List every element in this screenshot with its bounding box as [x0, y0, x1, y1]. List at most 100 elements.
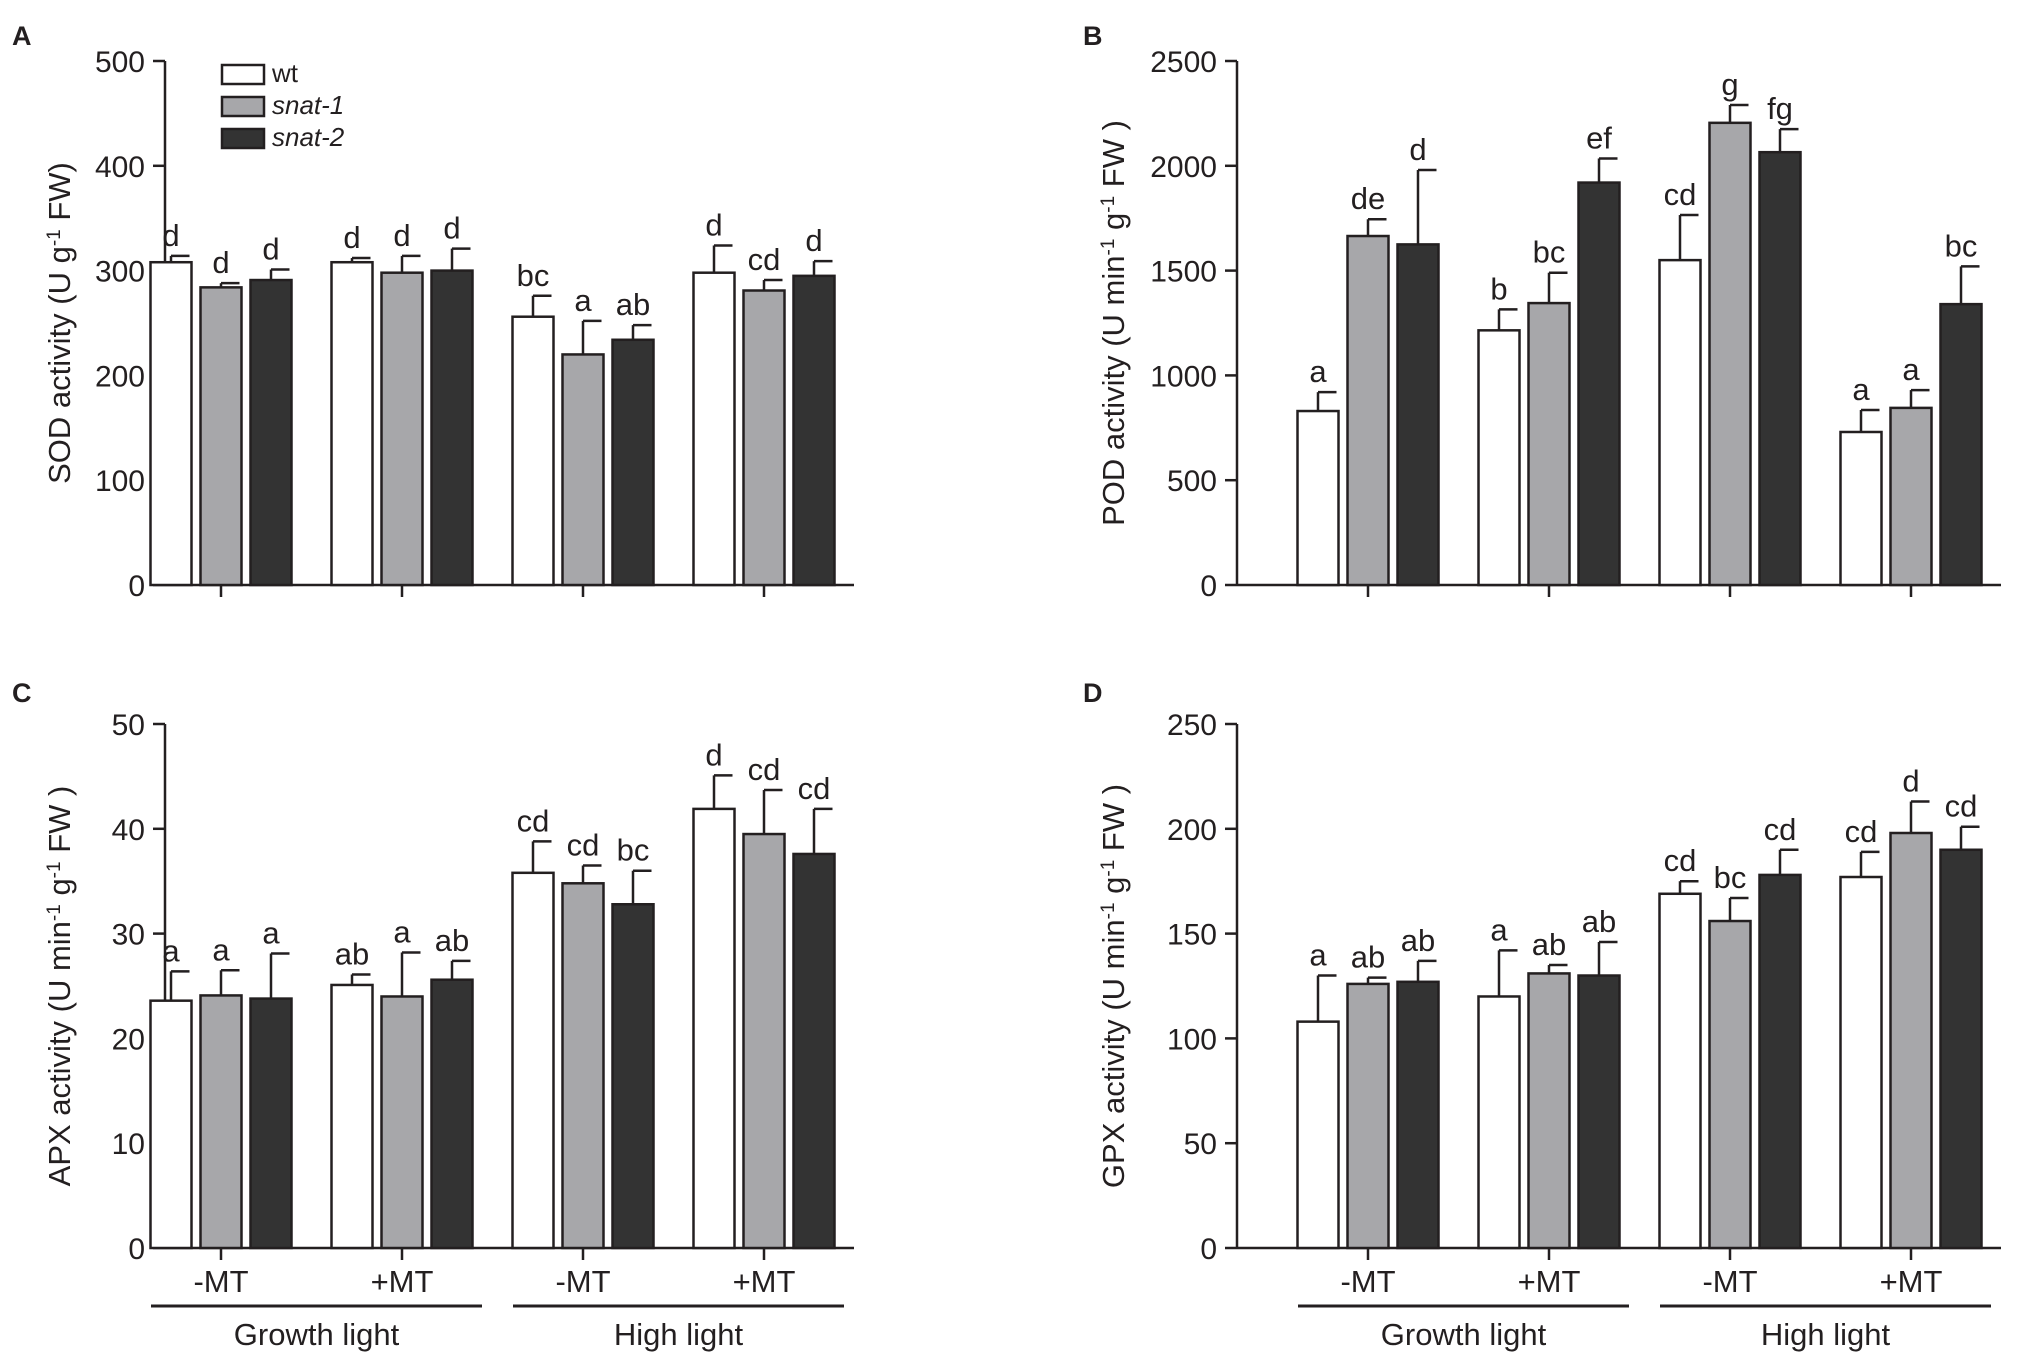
panel-c-significance-letter: d — [705, 737, 722, 772]
panel-c-significance-letter: ab — [435, 923, 469, 958]
panel-d-y-axis-title: GPX activity (U min-1 g-1 FW ) — [1096, 784, 1131, 1188]
panel-c-significance-letter: cd — [798, 771, 831, 806]
panel-d-bar-snat2-group-4 — [1939, 848, 1983, 1250]
panel-b-bar-snat2-group-3 — [1758, 150, 1802, 587]
panel-c-bar-snat2-group-4 — [792, 852, 836, 1250]
panel-d-bar-wt-group-4 — [1839, 875, 1883, 1250]
panel-c-treatment-label: -MT — [555, 1264, 610, 1299]
panel-d-bar-snat1-group-3 — [1708, 919, 1752, 1250]
panel-d-bar-wt-group-1 — [1296, 1020, 1340, 1250]
panel-a-y-tick-label: 400 — [95, 151, 145, 184]
panel-a-significance-letter: d — [443, 211, 460, 246]
panel-c-significance-letter: ab — [335, 936, 369, 971]
panel-d-bar-snat2-group-1 — [1396, 980, 1440, 1250]
panel-c-light-condition-label: Growth light — [234, 1317, 400, 1352]
panel-b-y-tick-label: 2500 — [1150, 46, 1217, 79]
panel-a-bar-snat2-group-1 — [249, 278, 293, 587]
panel-c-treatment-label: -MT — [193, 1264, 248, 1299]
panel-a-bar-snat2-group-2 — [430, 269, 474, 587]
panel-b-significance-letter: cd — [1664, 177, 1697, 212]
panel-b-significance-letter: bc — [1945, 228, 1978, 263]
panel-a-significance-letter: ab — [616, 287, 650, 322]
panel-d-bar-snat1-group-1 — [1346, 982, 1390, 1250]
panel-a-bar-wt-group-2 — [330, 260, 374, 587]
panel-c-y-axis-title: APX activity (U min-1 g-1 FW ) — [42, 786, 77, 1187]
panel-c-bar-wt-group-1 — [149, 999, 193, 1250]
panel-c-bar-snat2-group-3 — [611, 903, 655, 1250]
panel-d-y-tick-label: 200 — [1167, 814, 1217, 847]
panel-b-significance-letter: a — [1309, 354, 1327, 389]
panel-a-letter: A — [12, 21, 32, 51]
panel-d-letter: D — [1083, 678, 1103, 708]
panel-c: C 0 10 20 30 40 50 APX activity (U min-1 g-1 FW… — [12, 678, 854, 1352]
panel-c-significance-letter: a — [162, 933, 180, 968]
panel-b-significance-letter: a — [1852, 372, 1870, 407]
panel-b-bar-wt-group-1 — [1296, 409, 1340, 587]
panel-b-y-tick-label: 0 — [1200, 570, 1217, 603]
panel-d-significance-letter: bc — [1714, 860, 1747, 895]
legend-swatch-snat1 — [220, 95, 266, 118]
panel-a-significance-letter: bc — [517, 258, 550, 293]
panel-c-bar-snat1-group-1 — [199, 994, 243, 1250]
panel-c-bar-snat2-group-2 — [430, 978, 474, 1250]
panel-c-bar-snat2-group-1 — [249, 997, 293, 1250]
panel-b-bar-snat2-group-1 — [1396, 243, 1440, 587]
panel-c-light-condition-label: High light — [614, 1317, 744, 1352]
panel-a-bar-wt-group-4 — [692, 271, 736, 587]
panel-b-y-tick-label: 1000 — [1150, 360, 1217, 393]
panel-a-bar-snat1-group-2 — [380, 271, 424, 587]
panel-b-bar-wt-group-4 — [1839, 430, 1883, 587]
panel-b-significance-letter: bc — [1533, 235, 1566, 270]
panel-c-letter: C — [12, 678, 32, 708]
panel-d-treatment-label: +MT — [1880, 1264, 1943, 1299]
panel-c-bar-snat1-group-2 — [380, 995, 424, 1250]
panel-d-y-tick-label: 0 — [1200, 1233, 1217, 1266]
panel-b-bar-wt-group-3 — [1658, 258, 1702, 587]
panel-d-significance-letter: a — [1490, 912, 1508, 947]
panel-c-significance-letter: a — [262, 916, 280, 951]
panel-a-significance-letter: a — [574, 283, 592, 318]
panel-b-significance-letter: a — [1902, 352, 1920, 387]
panel-a-bar-wt-group-3 — [511, 315, 555, 587]
panel-b-letter: B — [1083, 21, 1103, 51]
panel-a-significance-letter: d — [343, 220, 360, 255]
panel-d-significance-letter: ab — [1401, 923, 1435, 958]
panel-a-significance-letter: d — [162, 218, 179, 253]
panel-d-treatment-label: -MT — [1340, 1264, 1395, 1299]
panel-b-bar-snat2-group-2 — [1577, 181, 1621, 587]
panel-d: D 0 50 100 150 200 250 GPX activity (U min-1 g-… — [1083, 678, 2001, 1352]
panel-a-significance-letter: d — [705, 207, 722, 242]
panel-b-bar-snat1-group-3 — [1708, 121, 1752, 587]
panel-b-significance-letter: ef — [1586, 120, 1612, 155]
panel-a-significance-letter: cd — [748, 242, 781, 277]
panel-d-y-tick-label: 100 — [1167, 1023, 1217, 1056]
panel-a-bar-snat1-group-1 — [199, 286, 243, 587]
panel-b-significance-letter: fg — [1767, 91, 1793, 126]
panel-d-significance-letter: cd — [1664, 843, 1697, 878]
panel-c-y-tick-label: 50 — [112, 709, 145, 742]
panel-d-light-condition-label: Growth light — [1381, 1317, 1547, 1352]
panel-b-y-tick-label: 2000 — [1150, 151, 1217, 184]
panel-d-significance-letter: ab — [1582, 904, 1616, 939]
panel-b-significance-letter: g — [1721, 67, 1738, 102]
panel-c-bar-wt-group-3 — [511, 871, 555, 1250]
panel-b-y-axis-title: POD activity (U min-1 g-1 FW ) — [1096, 120, 1131, 526]
panel-c-significance-letter: cd — [567, 827, 600, 862]
panel-d-bar-wt-group-3 — [1658, 892, 1702, 1250]
panel-a-y-tick-label: 200 — [95, 360, 145, 393]
panel-d-significance-letter: cd — [1764, 812, 1797, 847]
panel-d-significance-letter: d — [1902, 764, 1919, 799]
panel-a: A 0 100 200 300 400 500 SOD activity (U g-1 FW)… — [12, 21, 854, 603]
panel-d-y-tick-label: 150 — [1167, 919, 1217, 952]
panel-d-y-tick-label: 50 — [1184, 1128, 1217, 1161]
panel-d-treatment-label: -MT — [1702, 1264, 1757, 1299]
panel-b-significance-letter: b — [1490, 271, 1507, 306]
panel-a-bar-snat1-group-3 — [561, 353, 605, 587]
panel-c-bar-wt-group-4 — [692, 807, 736, 1250]
panel-a-bar-snat2-group-3 — [611, 338, 655, 587]
panel-c-bar-wt-group-2 — [330, 983, 374, 1250]
panel-a-significance-letter: d — [262, 232, 279, 267]
panel-d-bar-snat1-group-4 — [1889, 831, 1933, 1250]
